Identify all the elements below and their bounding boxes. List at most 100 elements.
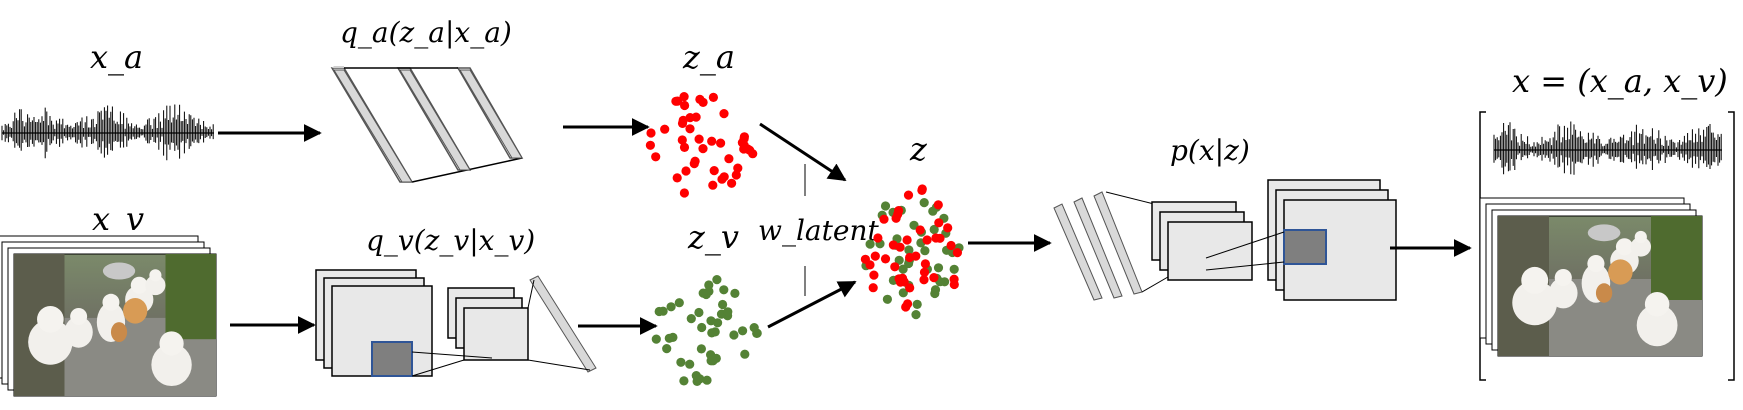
video-latent-dot: [740, 349, 750, 359]
arrow-za-to-z: [759, 122, 847, 182]
video-latent-dot: [718, 299, 728, 310]
video-latent-dot: [676, 357, 686, 367]
joint-audio-latent-dot: [903, 190, 914, 200]
video-latent-dot: [697, 322, 707, 333]
joint-audio-latent-dot: [865, 260, 875, 270]
arrow-zv-to-z: [767, 280, 857, 329]
video-latent-dot: [666, 302, 676, 312]
joint-audio-latent-dot: [880, 254, 891, 264]
joint-audio-latent-dot: [915, 225, 925, 235]
joint-audio-latent-dot: [911, 251, 921, 261]
video-latent-dot: [654, 306, 664, 317]
video-encoder-block: [315, 269, 597, 377]
svg-text:z_a: z_a: [682, 38, 735, 76]
audio-latent-dot: [724, 154, 734, 164]
audio-latent-dot: [681, 166, 691, 176]
audio-latent-dot: [698, 144, 708, 154]
svg-text:x_a: x_a: [90, 38, 143, 76]
video-latent-dot: [686, 314, 696, 324]
joint-video-latent-dot: [930, 288, 940, 299]
joint-video-latent-dot: [904, 245, 914, 255]
audio-latent-dot: [739, 132, 750, 142]
audio-latent-dot: [678, 115, 688, 125]
audio-latent-dot: [646, 128, 656, 138]
audio-latent-dot: [695, 94, 705, 104]
video-input-label: x_v: [92, 200, 144, 238]
video-latent-dot: [712, 275, 722, 285]
joint-audio-latent-dot: [873, 233, 883, 243]
audio-encoder-label: q_a(z_a|x_a): [340, 16, 512, 49]
joint-latent-cluster: [860, 184, 964, 320]
video-latent-dot: [651, 334, 661, 344]
joint-audio-latent-dot: [934, 218, 944, 228]
video-latent-dot: [729, 330, 739, 340]
audio-latent-dot: [685, 124, 695, 134]
audio-waveform-icon: [1, 104, 214, 161]
video-latent-dot: [662, 344, 672, 354]
svg-text:x_v: x_v: [92, 200, 144, 238]
svg-text:q_a(z_a|x_a): q_a(z_a|x_a): [340, 16, 512, 49]
svg-text:p(x|z): p(x|z): [1170, 134, 1250, 167]
audio-latent-dot: [717, 174, 727, 184]
joint-audio-latent-dot: [933, 200, 943, 210]
output-label: x = (x_a, x_v): [1512, 62, 1728, 100]
audio-latent-dot: [707, 136, 717, 146]
audio-latent-dot: [679, 188, 690, 198]
joint-audio-latent-dot: [952, 248, 963, 258]
joint-audio-latent-dot: [890, 262, 900, 272]
video-latent-dot: [685, 359, 695, 369]
video-latent-dot: [664, 333, 674, 343]
audio-encoder-block: [330, 66, 524, 183]
joint-audio-latent-dot: [935, 233, 945, 243]
video-latent-dot: [738, 326, 748, 336]
svg-text:x = (x_a, x_v): x = (x_a, x_v): [1512, 62, 1728, 100]
audio-latent-dot: [727, 178, 737, 188]
video-latent-dot: [719, 285, 729, 295]
audio-latent-dot: [651, 152, 661, 162]
joint-audio-latent-dot: [893, 209, 903, 219]
z-label: z: [909, 130, 928, 168]
decoder-block: [1053, 179, 1397, 301]
joint-video-latent-dot: [912, 299, 922, 309]
joint-audio-latent-dot: [929, 273, 939, 283]
joint-audio-latent-dot: [946, 240, 956, 251]
svg-text:z: z: [909, 130, 928, 168]
video-latent-dot: [698, 288, 708, 298]
audio-latent-dot: [671, 96, 681, 106]
joint-audio-latent-dot: [895, 242, 905, 252]
audio-latent-dot: [660, 124, 670, 134]
audio-latent-dot: [677, 135, 687, 145]
decoder-label: p(x|z): [1170, 134, 1250, 167]
video-latent-dot: [696, 344, 707, 354]
joint-video-latent-dot: [928, 206, 938, 216]
joint-video-latent-dot: [949, 264, 959, 274]
video-latent-dot: [749, 323, 759, 333]
audio-latent-cluster: [645, 92, 758, 198]
za-label: z_a: [682, 38, 735, 76]
audio-latent-dot: [719, 109, 729, 119]
w-latent-label: w_latent: [758, 214, 879, 247]
svg-text:z_v: z_v: [687, 218, 739, 256]
audio-latent-dot: [672, 173, 682, 183]
joint-audio-latent-dot: [894, 274, 904, 284]
video-encoder-label: q_v(z_v|x_v): [366, 224, 535, 257]
joint-audio-latent-dot: [919, 275, 929, 285]
audio-latent-dot: [709, 166, 719, 176]
audio-latent-dot: [679, 92, 689, 102]
audio-latent-dot: [679, 142, 690, 152]
cat-video-frames-icon: [1479, 197, 1703, 357]
joint-video-latent-dot: [911, 310, 921, 320]
video-latent-dot: [674, 298, 684, 308]
audio-latent-dot: [689, 159, 699, 169]
joint-audio-latent-dot: [868, 283, 878, 293]
svg-text:q_v(z_v|x_v): q_v(z_v|x_v): [366, 224, 535, 257]
joint-video-latent-dot: [882, 294, 893, 304]
video-latent-dot: [679, 376, 689, 386]
video-latent-dot: [704, 280, 714, 290]
audio-latent-dot: [716, 138, 726, 148]
joint-video-latent-dot: [919, 198, 929, 208]
joint-audio-latent-dot: [922, 235, 932, 245]
joint-video-latent-dot: [929, 224, 939, 235]
joint-audio-latent-dot: [943, 223, 953, 233]
joint-audio-latent-dot: [920, 259, 931, 269]
